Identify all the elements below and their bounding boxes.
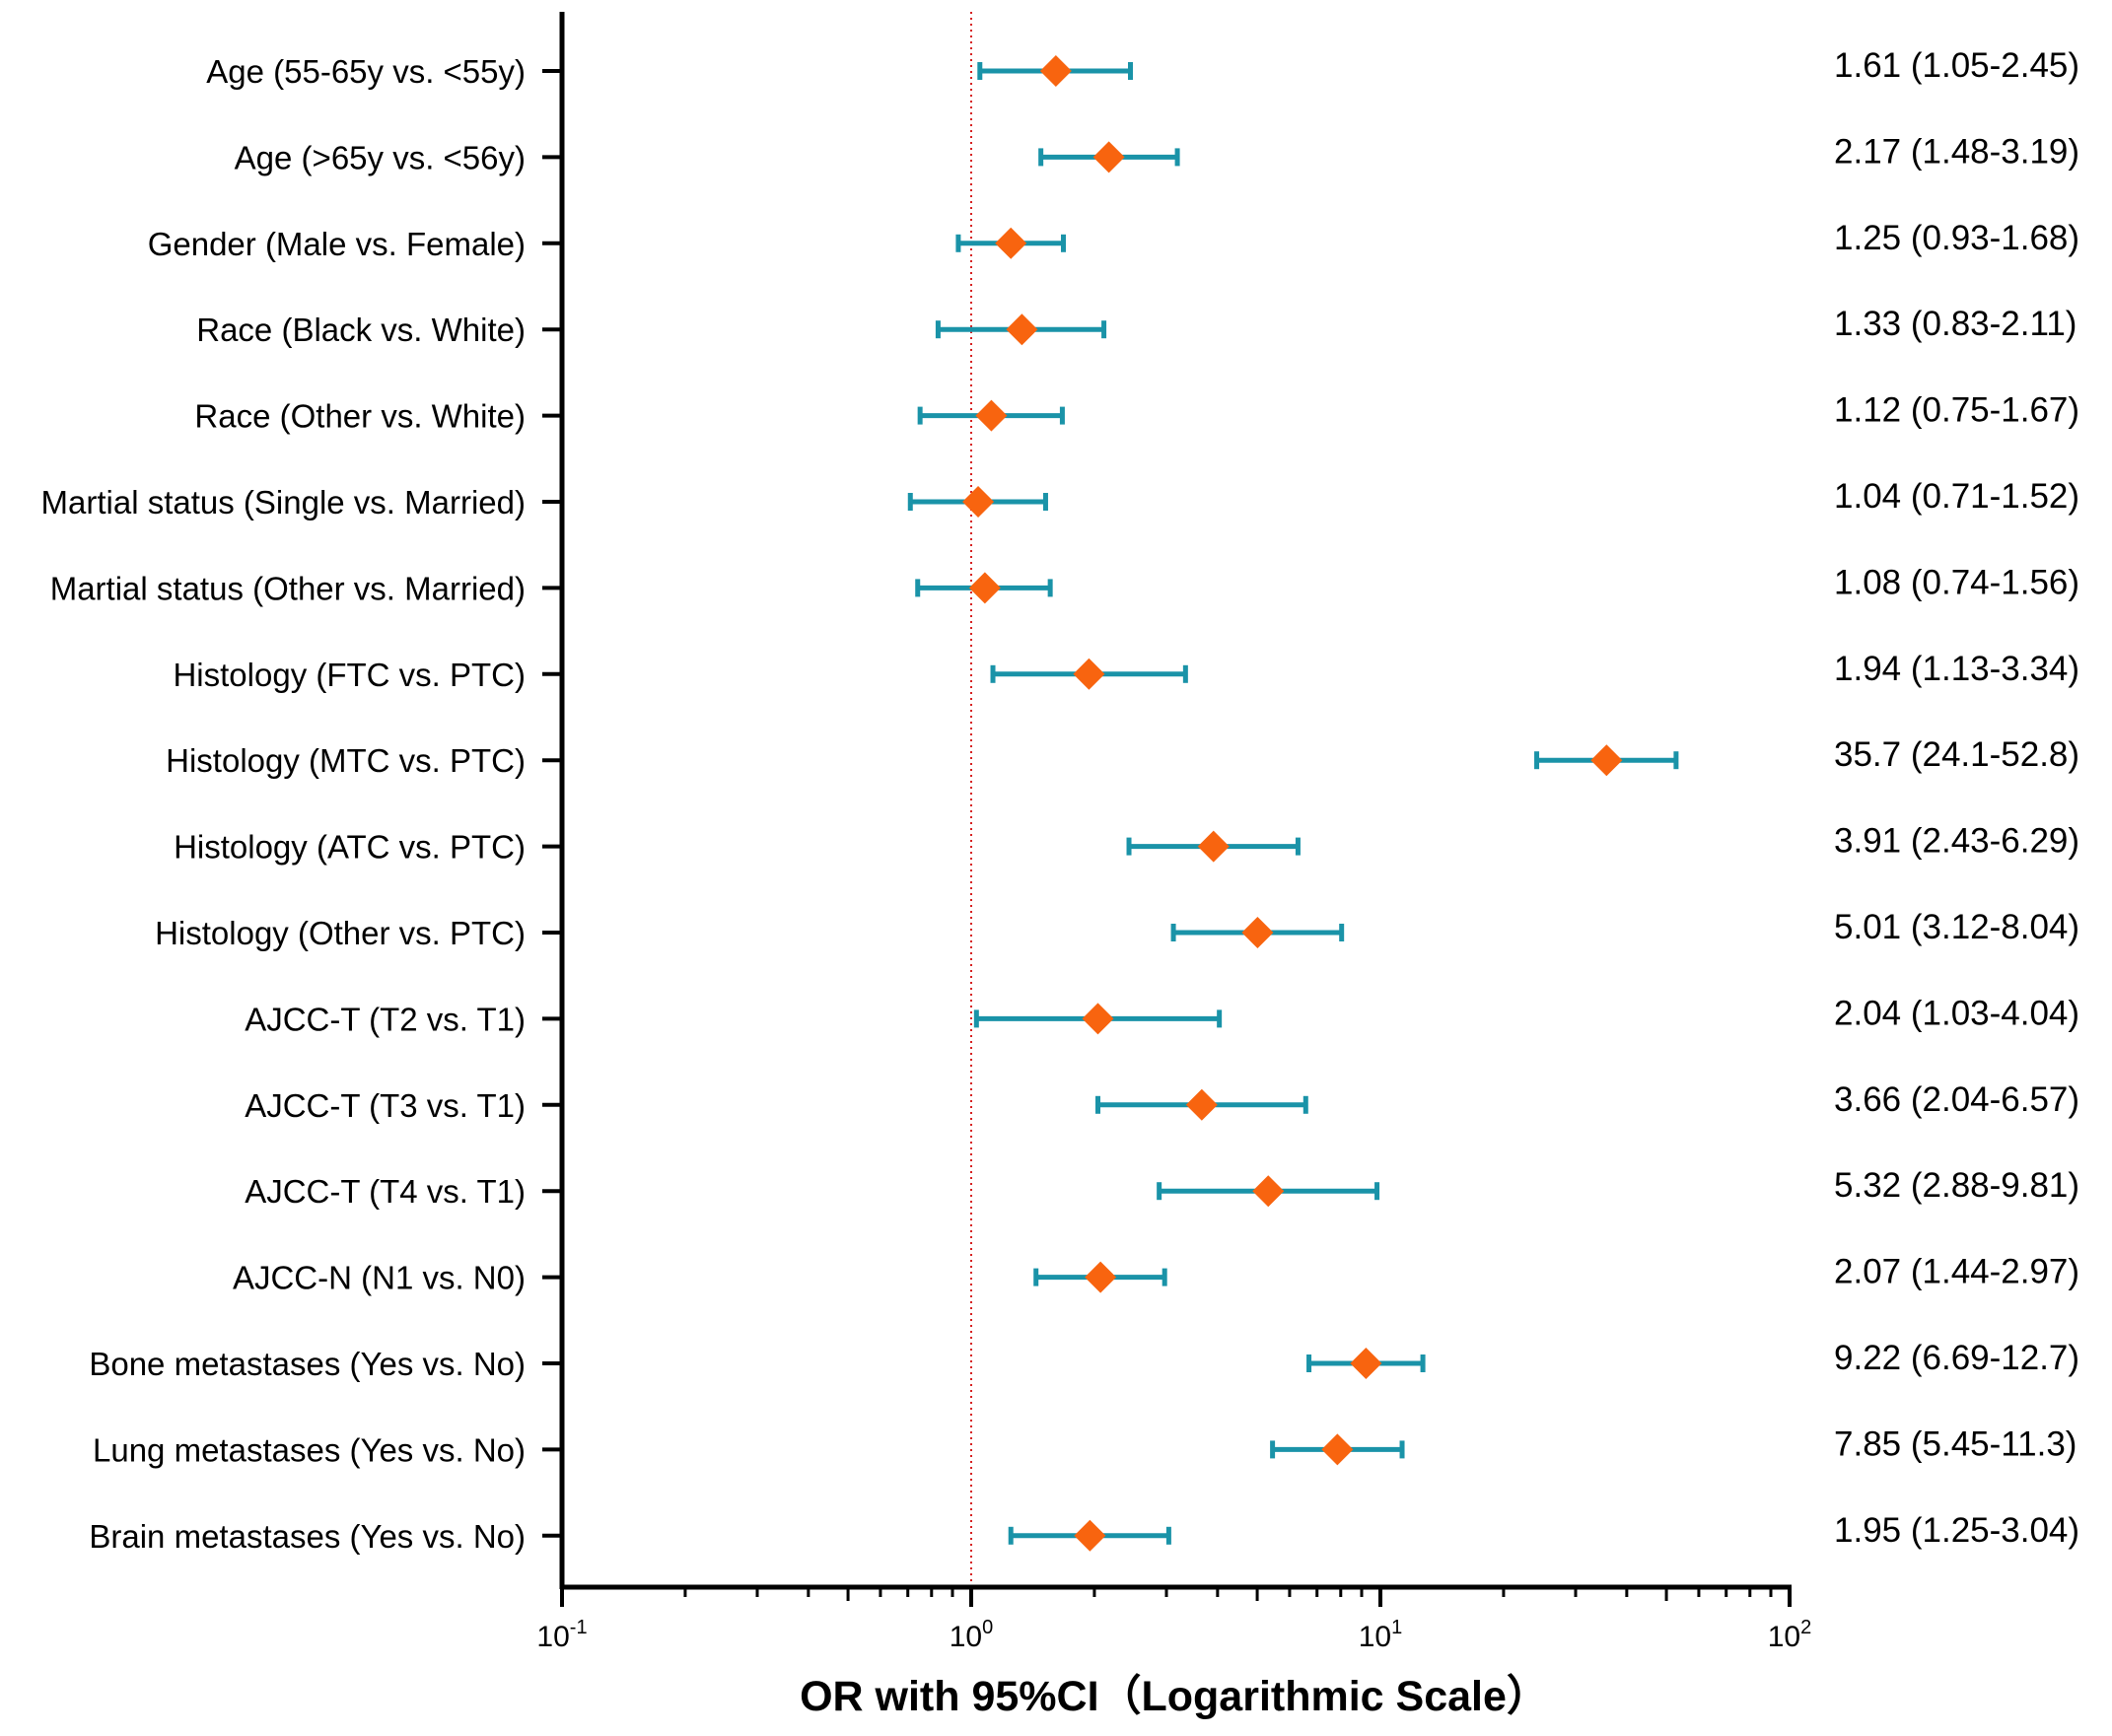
row-label: Histology (Other vs. PTC)	[155, 915, 526, 951]
row-label: Race (Other vs. White)	[194, 398, 526, 435]
or-point-marker	[1350, 1348, 1382, 1379]
or-point-marker	[1073, 658, 1105, 690]
axes	[559, 12, 1792, 1590]
forest-row: Histology (Other vs. PTC) 5.01 (3.12-8.04…	[155, 908, 2079, 951]
row-label: Lung metastases (Yes vs. No)	[93, 1431, 526, 1468]
or-value-label: 1.94 (1.13-3.34)	[1834, 650, 2079, 688]
or-value-label: 1.61 (1.05-2.45)	[1834, 46, 2079, 85]
or-point-marker	[995, 227, 1027, 259]
or-value-label: 7.85 (5.45-11.3)	[1834, 1424, 2077, 1463]
forest-row: Bone metastases (Yes vs. No) 9.22 (6.69-1…	[89, 1339, 2079, 1382]
or-value-label: 1.12 (0.75-1.67)	[1834, 391, 2079, 430]
x-tick-label: 101	[1359, 1617, 1403, 1653]
forest-row: Histology (ATC vs. PTC) 3.91 (2.43-6.29)	[174, 822, 2079, 866]
or-value-label: 1.04 (0.71-1.52)	[1834, 477, 2079, 516]
row-label: Race (Black vs. White)	[196, 312, 526, 348]
forest-row: Histology (FTC vs. PTC) 1.94 (1.13-3.34)	[173, 650, 2079, 693]
or-value-label: 35.7 (24.1-52.8)	[1834, 735, 2079, 774]
forest-row: Brain metastases (Yes vs. No) 1.95 (1.25-…	[89, 1511, 2079, 1555]
or-value-label: 1.08 (0.74-1.56)	[1834, 563, 2079, 601]
row-label: Histology (MTC vs. PTC)	[166, 742, 526, 779]
row-label: Age (55-65y vs. <55y)	[206, 53, 526, 90]
or-value-label: 2.04 (1.03-4.04)	[1834, 994, 2079, 1032]
or-point-marker	[968, 572, 1001, 604]
row-label: Histology (ATC vs. PTC)	[174, 829, 526, 866]
row-label: AJCC-N (N1 vs. N0)	[233, 1260, 526, 1296]
or-point-marker	[1092, 141, 1125, 174]
or-value-label: 1.95 (1.25-3.04)	[1834, 1511, 2079, 1550]
row-label: Gender (Male vs. Female)	[148, 226, 526, 262]
forest-row: AJCC-T (T3 vs. T1) 3.66 (2.04-6.57)	[245, 1080, 2079, 1124]
forest-row: AJCC-N (N1 vs. N0) 2.07 (1.44-2.97)	[233, 1253, 2079, 1296]
forest-row: Histology (MTC vs. PTC) 35.7 (24.1-52.8)	[166, 735, 2079, 779]
forest-row: Age (55-65y vs. <55y) 1.61 (1.05-2.45)	[206, 46, 2079, 90]
forest-row: Race (Other vs. White) 1.12 (0.75-1.67)	[194, 391, 2079, 435]
or-point-marker	[1241, 917, 1274, 948]
or-value-label: 3.91 (2.43-6.29)	[1834, 822, 2079, 861]
forest-row: AJCC-T (T4 vs. T1) 5.32 (2.88-9.81)	[245, 1166, 2079, 1210]
or-point-marker	[1197, 830, 1230, 863]
row-label: AJCC-T (T2 vs. T1)	[245, 1001, 526, 1037]
or-value-label: 9.22 (6.69-12.7)	[1834, 1339, 2079, 1377]
forest-row: Race (Black vs. White) 1.33 (0.83-2.11)	[196, 305, 2077, 348]
or-value-label: 2.07 (1.44-2.97)	[1834, 1253, 2079, 1291]
row-label: Martial status (Other vs. Married)	[50, 570, 526, 606]
or-point-marker	[1006, 313, 1038, 346]
x-tick-label: 100	[950, 1617, 994, 1653]
or-value-label: 1.25 (0.93-1.68)	[1834, 219, 2079, 257]
forest-row: Age (>65y vs. <56y) 2.17 (1.48-3.19)	[235, 132, 2079, 175]
row-label: AJCC-T (T3 vs. T1)	[245, 1087, 526, 1124]
forest-rows: Age (55-65y vs. <55y) 1.61 (1.05-2.45)Age…	[41, 46, 2080, 1555]
row-label: Age (>65y vs. <56y)	[235, 139, 526, 175]
or-point-marker	[1252, 1175, 1285, 1208]
forest-row: Martial status (Single vs. Married) 1.04 …	[41, 477, 2080, 521]
forest-row: Martial status (Other vs. Married) 1.08 (…	[50, 563, 2079, 606]
row-label: Bone metastases (Yes vs. No)	[89, 1346, 526, 1382]
or-value-label: 5.01 (3.12-8.04)	[1834, 908, 2079, 946]
or-point-marker	[975, 399, 1008, 432]
row-label: Brain metastases (Yes vs. No)	[89, 1518, 526, 1555]
forest-row: Lung metastases (Yes vs. No) 7.85 (5.45-1…	[93, 1424, 2077, 1468]
or-value-label: 1.33 (0.83-2.11)	[1834, 305, 2077, 343]
or-point-marker	[1321, 1433, 1354, 1466]
or-point-marker	[1185, 1088, 1218, 1121]
x-tick-label: 102	[1768, 1617, 1812, 1653]
or-value-label: 5.32 (2.88-9.81)	[1834, 1166, 2079, 1205]
or-point-marker	[1590, 744, 1623, 777]
forest-row: AJCC-T (T2 vs. T1) 2.04 (1.03-4.04)	[245, 994, 2079, 1037]
row-label: AJCC-T (T4 vs. T1)	[245, 1173, 526, 1210]
or-point-marker	[1074, 1519, 1106, 1552]
or-value-label: 3.66 (2.04-6.57)	[1834, 1080, 2079, 1119]
or-point-marker	[1082, 1003, 1114, 1035]
row-label: Histology (FTC vs. PTC)	[173, 657, 526, 693]
or-value-label: 2.17 (1.48-3.19)	[1834, 132, 2079, 171]
x-tick-label: 10-1	[536, 1617, 587, 1653]
x-axis-ticks: 10-1 100 101 102	[536, 1587, 1811, 1653]
x-axis-title: OR with 95%CI（Logarithmic Scale）	[800, 1673, 1549, 1720]
or-point-marker	[1085, 1261, 1117, 1293]
forest-row: Gender (Male vs. Female) 1.25 (0.93-1.68)	[148, 219, 2079, 262]
or-point-marker	[962, 486, 995, 518]
row-label: Martial status (Single vs. Married)	[41, 484, 526, 521]
or-point-marker	[1039, 55, 1072, 87]
